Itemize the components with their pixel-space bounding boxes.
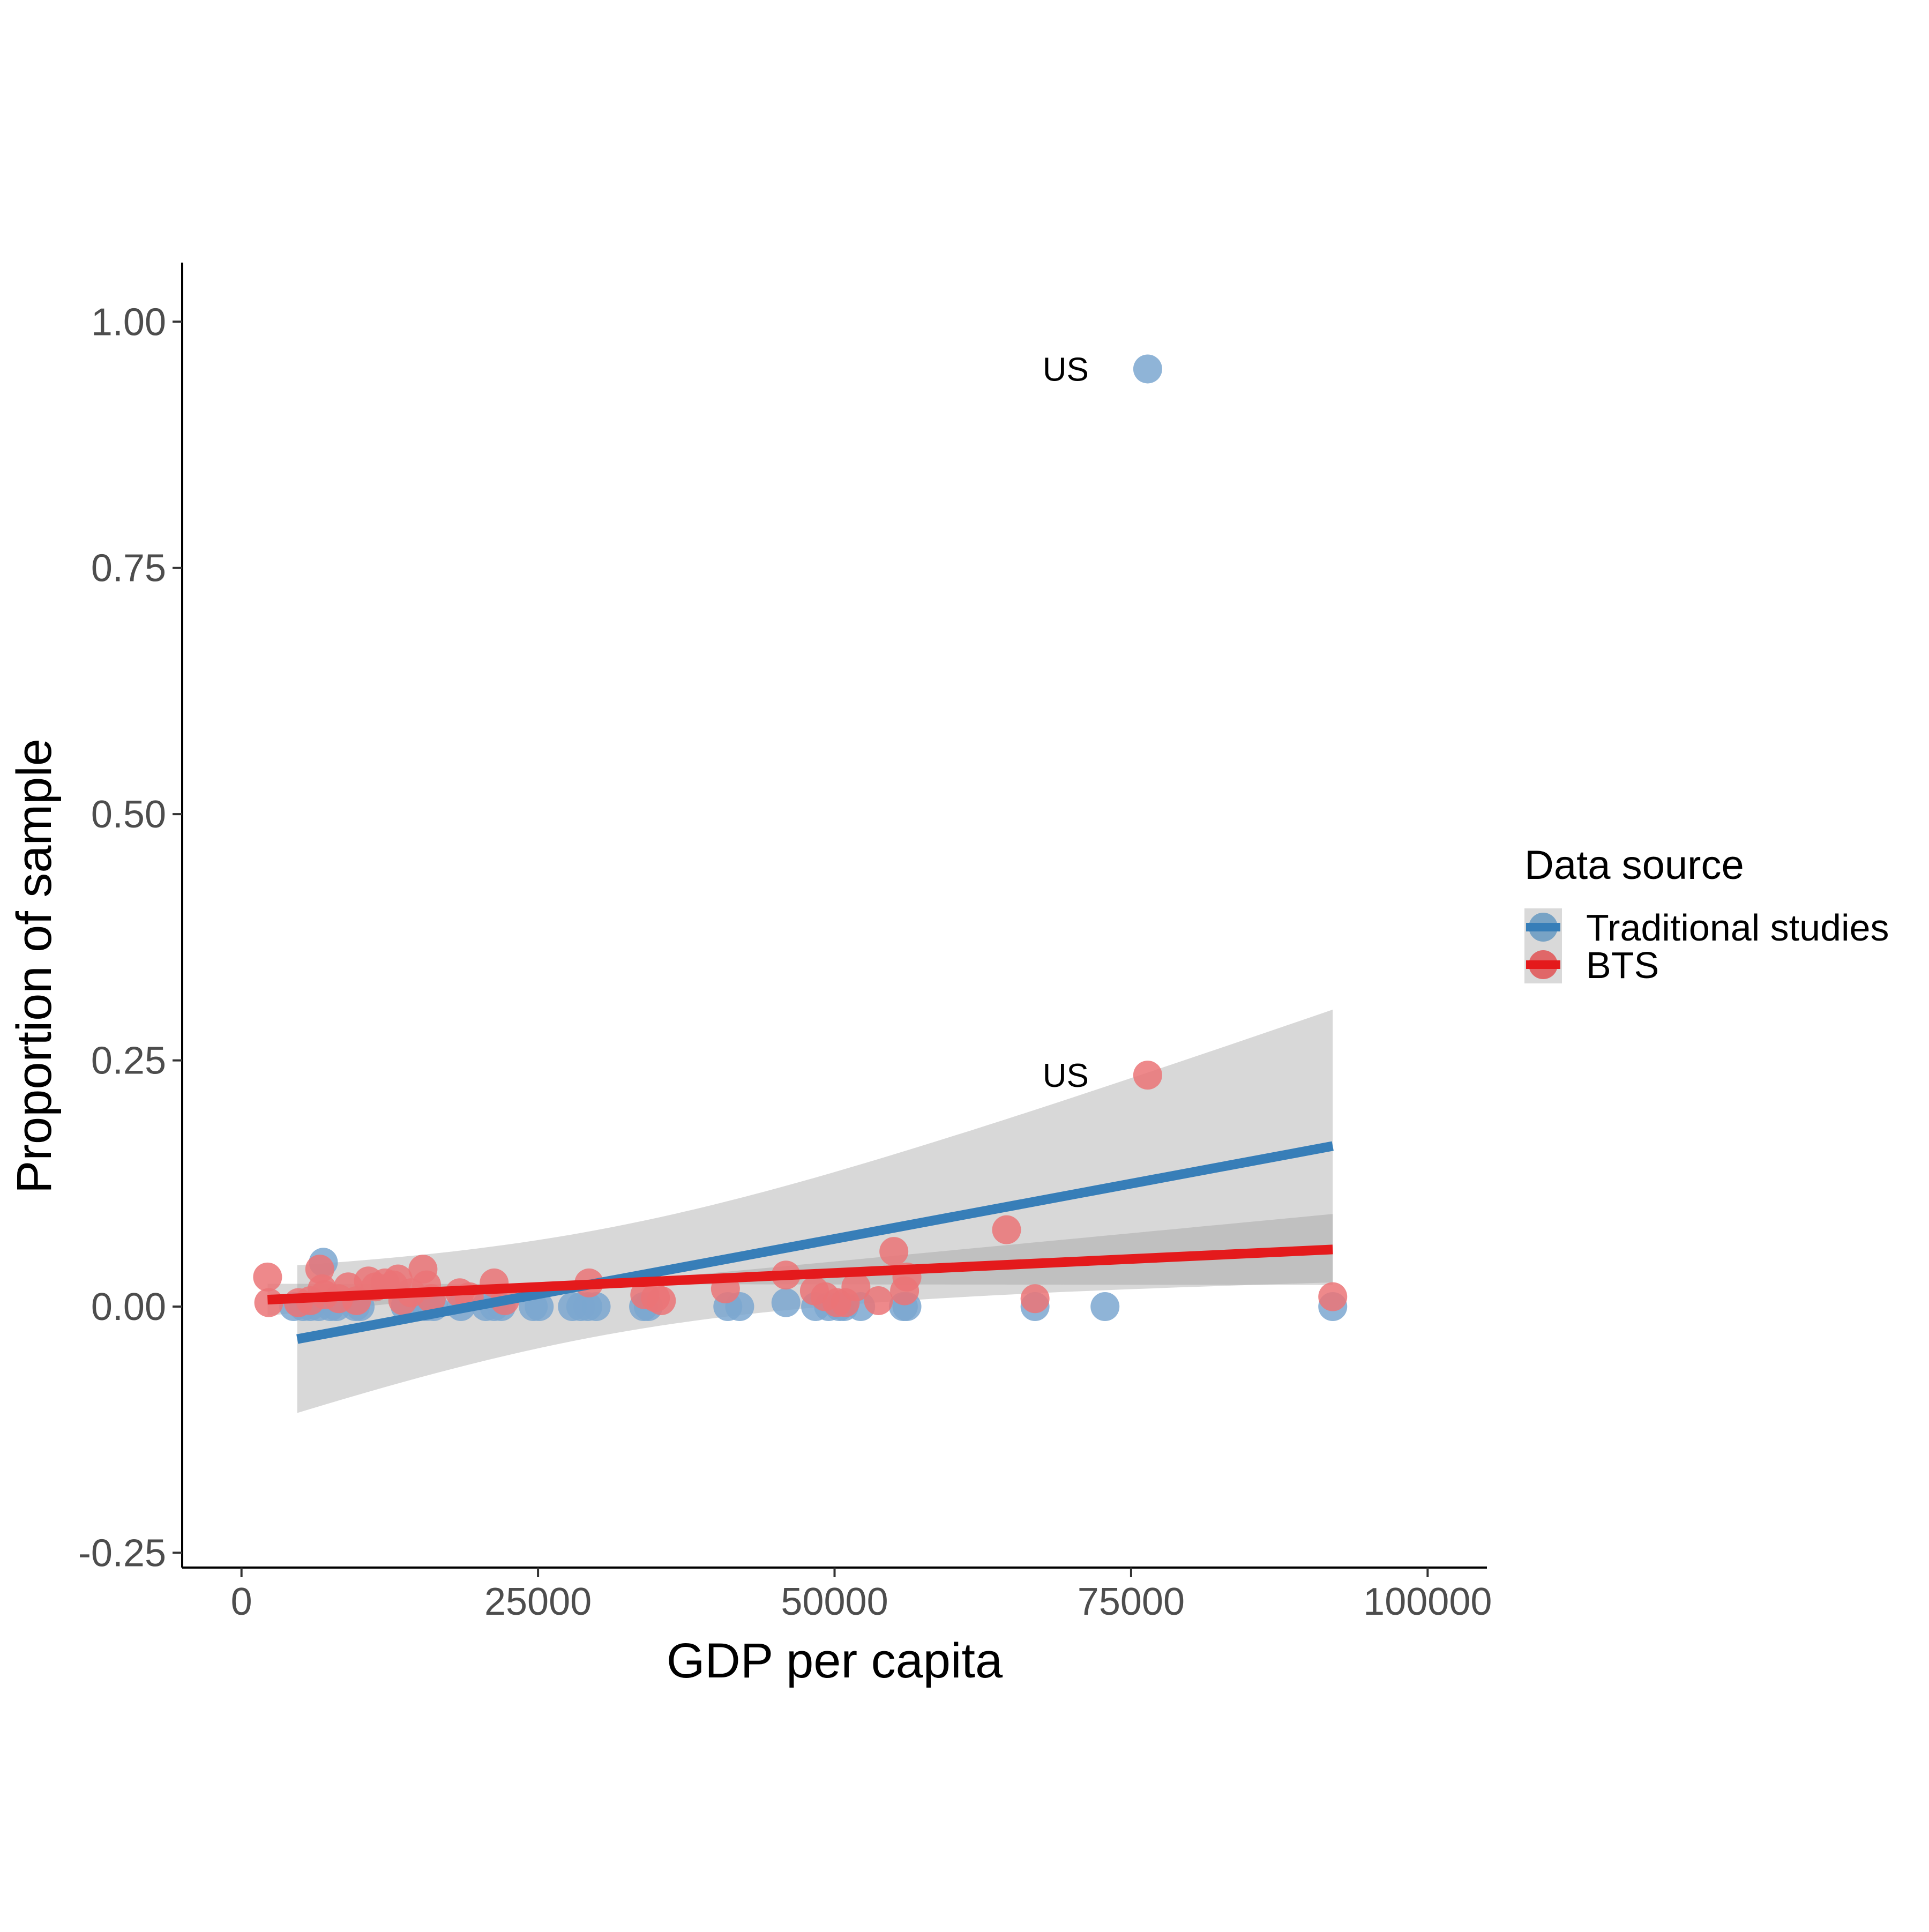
data-point — [1020, 1284, 1050, 1314]
data-point — [992, 1215, 1021, 1244]
x-tick-label: 0 — [231, 1580, 252, 1623]
x-tick-label: 50000 — [781, 1580, 888, 1623]
data-point — [841, 1272, 871, 1302]
y-tick-label: 1.00 — [91, 301, 166, 344]
y-tick-label: -0.25 — [78, 1532, 166, 1575]
legend-entry-label: Traditional studies — [1586, 907, 1889, 949]
data-point — [581, 1292, 611, 1321]
y-axis-title: Proportion of sample — [7, 739, 62, 1193]
legend-entry-label: BTS — [1586, 944, 1659, 986]
x-tick-label: 100000 — [1363, 1580, 1492, 1623]
y-tick-label: 0.00 — [91, 1286, 166, 1329]
data-point — [771, 1288, 801, 1317]
data-point — [647, 1286, 676, 1315]
data-point — [1090, 1292, 1120, 1321]
annotations: US US — [1043, 351, 1089, 1094]
data-point — [1133, 1061, 1162, 1090]
point-annotation: US — [1043, 351, 1089, 388]
confidence-band — [297, 1009, 1333, 1413]
fit-line — [267, 1244, 1333, 1305]
data-point — [864, 1286, 893, 1315]
x-axis-title: GDP per capita — [667, 1633, 1003, 1688]
data-point — [1133, 354, 1162, 384]
y-tick-label: 0.25 — [91, 1040, 166, 1083]
x-tick-label: 75000 — [1078, 1580, 1185, 1623]
y-tick-label: 0.50 — [91, 793, 166, 836]
data-point — [253, 1262, 282, 1292]
data-point — [879, 1237, 909, 1266]
x-tick-label: 25000 — [484, 1580, 592, 1623]
fit-lines — [267, 1141, 1334, 1344]
fit-line — [296, 1141, 1334, 1344]
legend-title: Data source — [1524, 842, 1744, 888]
data-point — [1318, 1282, 1348, 1311]
y-tick-label: 0.75 — [91, 547, 166, 590]
axes: 0 25000 50000 75000 100000 -0.25 0.00 0.25 0.50 0… — [78, 263, 1492, 1623]
point-annotation: US — [1043, 1057, 1089, 1094]
confidence-bands — [267, 1009, 1333, 1413]
